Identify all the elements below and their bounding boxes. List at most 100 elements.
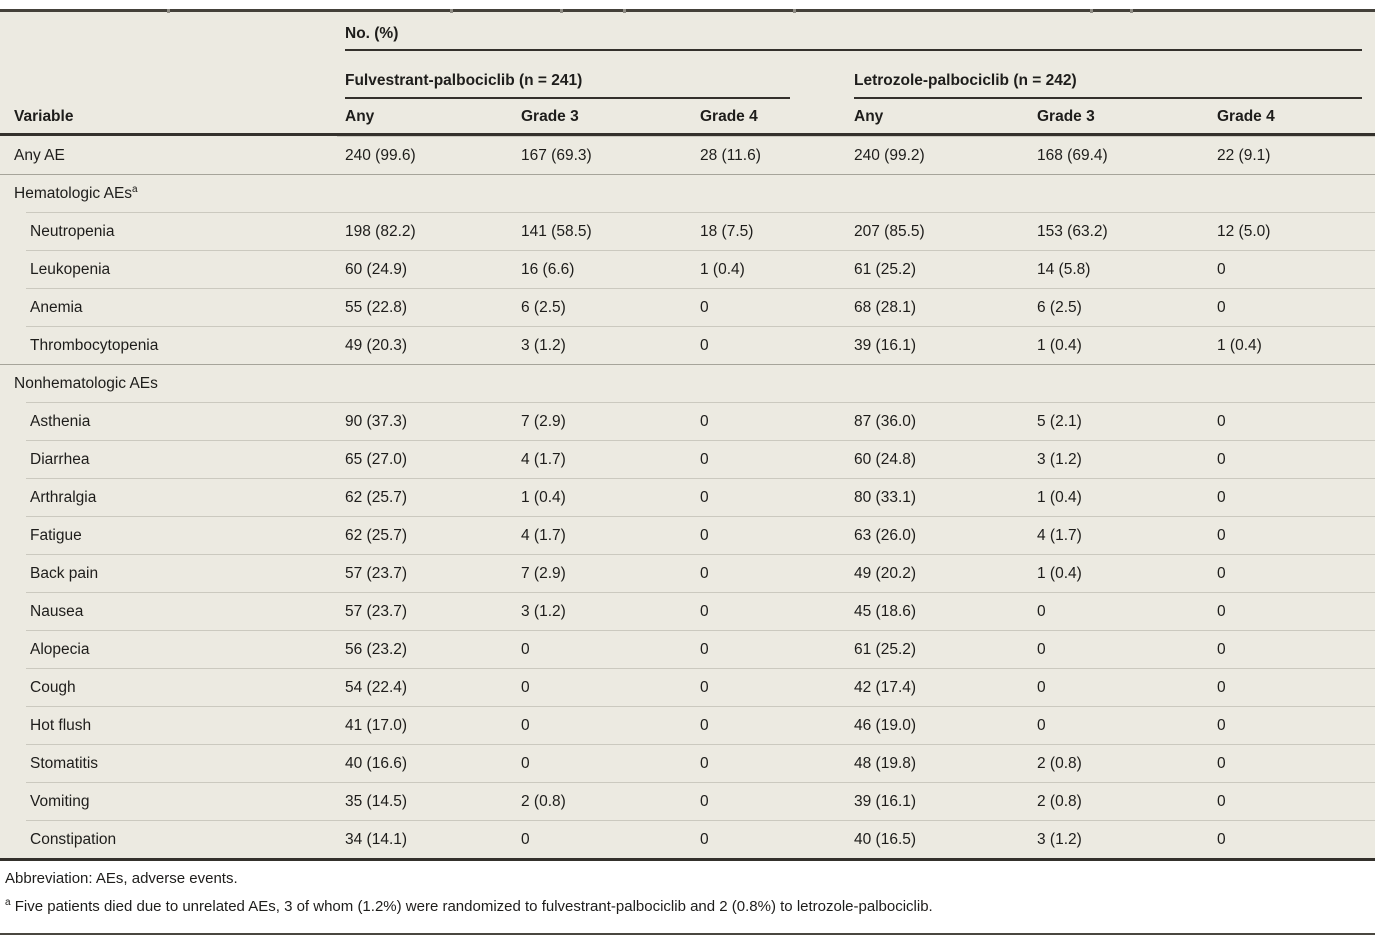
cell-value: 55 (22.8) (337, 288, 513, 326)
cell-value: 1 (0.4) (1029, 326, 1209, 364)
row-label: Leukopenia (0, 250, 337, 288)
table-row: Diarrhea 65 (27.0) 4 (1.7) 0 60 (24.8) 3 (1.2… (0, 440, 1375, 478)
cell-value: 35 (14.5) (337, 782, 513, 820)
stub-spacer (0, 51, 337, 99)
table-row: Any AE 240 (99.6) 167 (69.3) 28 (11.6) 240 (… (0, 136, 1375, 174)
cell-value: 0 (1209, 820, 1375, 858)
cell-value: 63 (26.0) (846, 516, 1029, 554)
cell-value: 0 (1209, 706, 1375, 744)
row-label: Stomatitis (0, 744, 337, 782)
cell-value: 1 (0.4) (692, 250, 846, 288)
cell-value: 0 (1209, 744, 1375, 782)
cell-value: 6 (2.5) (1029, 288, 1209, 326)
cell-value: 3 (1.2) (1029, 440, 1209, 478)
cropped-text-remnant (1090, 9, 1093, 13)
column-header-grade4-letrozole: Grade 4 (1209, 99, 1375, 136)
cell-value: 0 (1029, 630, 1209, 668)
cell-value: 0 (692, 706, 846, 744)
cell-value: 0 (692, 820, 846, 858)
cell-value: 2 (0.8) (1029, 744, 1209, 782)
cell-value: 68 (28.1) (846, 288, 1029, 326)
table-row: Vomiting 35 (14.5) 2 (0.8) 0 39 (16.1) 2 (0.8… (0, 782, 1375, 820)
cell-value: 14 (5.8) (1029, 250, 1209, 288)
cell-value: 240 (99.6) (337, 136, 513, 174)
fulvestrant-group-header: Fulvestrant-palbociclib (n = 241) (337, 51, 846, 99)
table-row: Cough 54 (22.4) 0 0 42 (17.4) 0 0 (0, 668, 1375, 706)
row-label: Thrombocytopenia (0, 326, 337, 364)
cropped-text-remnant (1130, 9, 1133, 13)
cell-value: 4 (1.7) (513, 440, 692, 478)
cropped-text-remnant (450, 9, 453, 13)
cell-value: 0 (513, 820, 692, 858)
section-row: Nonhematologic AEs (0, 364, 1375, 402)
cell-value: 0 (692, 402, 846, 440)
row-label: Back pain (0, 554, 337, 592)
row-label: Alopecia (0, 630, 337, 668)
table-header: No. (%) Fulvestrant-palbociclib (n = 241… (0, 12, 1375, 136)
cell-value: 0 (692, 516, 846, 554)
no-pct-label: No. (%) (345, 12, 1363, 51)
cell-value: 2 (0.8) (1029, 782, 1209, 820)
cell-value: 0 (692, 668, 846, 706)
column-header-grade3-fulvestrant: Grade 3 (513, 99, 692, 136)
cell-value: 207 (85.5) (846, 212, 1029, 250)
footnote-marker: a (5, 897, 11, 908)
table-row: Alopecia 56 (23.2) 0 0 61 (25.2) 0 0 (0, 630, 1375, 668)
cell-value: 0 (692, 782, 846, 820)
cell-value: 0 (1209, 440, 1375, 478)
row-label: Diarrhea (0, 440, 337, 478)
column-header-grade4-fulvestrant: Grade 4 (692, 99, 846, 136)
table-row: Back pain 57 (23.7) 7 (2.9) 0 49 (20.2) 1 (0.… (0, 554, 1375, 592)
cell-value: 65 (27.0) (337, 440, 513, 478)
table-row: Stomatitis 40 (16.6) 0 0 48 (19.8) 2 (0.8) 0 (0, 744, 1375, 782)
cell-value: 0 (1209, 782, 1375, 820)
fulvestrant-group-label: Fulvestrant-palbociclib (n = 241) (345, 51, 790, 99)
cell-value: 34 (14.1) (337, 820, 513, 858)
row-label: Constipation (0, 820, 337, 858)
cell-value: 62 (25.7) (337, 478, 513, 516)
no-pct-spanner: No. (%) (337, 12, 1375, 51)
cell-value: 4 (1.7) (513, 516, 692, 554)
cell-value: 62 (25.7) (337, 516, 513, 554)
cell-value: 40 (16.6) (337, 744, 513, 782)
table-row: Anemia 55 (22.8) 6 (2.5) 0 68 (28.1) 6 (2.5) 0 (0, 288, 1375, 326)
footnote-a: a Five patients died due to unrelated AE… (0, 897, 1375, 917)
cell-value: 0 (1209, 250, 1375, 288)
table-body: Any AE 240 (99.6) 167 (69.3) 28 (11.6) 240 (… (0, 136, 1375, 858)
cell-value: 0 (692, 630, 846, 668)
cell-value: 0 (1209, 402, 1375, 440)
row-label: Any AE (14, 146, 65, 164)
cell-value: 5 (2.1) (1029, 402, 1209, 440)
cell-value: 39 (16.1) (846, 326, 1029, 364)
cell-value: 0 (692, 478, 846, 516)
cell-value: 3 (1.2) (513, 326, 692, 364)
cell-value: 49 (20.2) (846, 554, 1029, 592)
row-label: Fatigue (0, 516, 337, 554)
cell-value: 6 (2.5) (513, 288, 692, 326)
cropped-text-remnant (560, 9, 563, 13)
section-label-text: Hematologic AEs (14, 185, 133, 202)
cell-value: 0 (513, 744, 692, 782)
table-row: Neutropenia 198 (82.2) 141 (58.5) 18 (7.5) 2… (0, 212, 1375, 250)
cell-value: 0 (692, 440, 846, 478)
table-row: Nausea 57 (23.7) 3 (1.2) 0 45 (18.6) 0 0 (0, 592, 1375, 630)
cell-value: 168 (69.4) (1029, 136, 1209, 174)
cell-value: 0 (1209, 288, 1375, 326)
cell-value: 1 (0.4) (513, 478, 692, 516)
column-header-variable: Variable (0, 99, 337, 136)
row-label: Nausea (0, 592, 337, 630)
cell-value: 240 (99.2) (846, 136, 1029, 174)
cell-value: 0 (1209, 554, 1375, 592)
cell-value: 12 (5.0) (1209, 212, 1375, 250)
cell-value: 0 (1029, 592, 1209, 630)
letrozole-group-header: Letrozole-palbociclib (n = 242) (846, 51, 1375, 99)
row-label: Anemia (0, 288, 337, 326)
row-label: Cough (0, 668, 337, 706)
table-row: Constipation 34 (14.1) 0 0 40 (16.5) 3 (1.2) 0 (0, 820, 1375, 858)
column-header-any-fulvestrant: Any (337, 99, 513, 136)
cell-value: 41 (17.0) (337, 706, 513, 744)
cell-value: 48 (19.8) (846, 744, 1029, 782)
cell-value: 0 (692, 326, 846, 364)
cell-value: 56 (23.2) (337, 630, 513, 668)
cell-value: 46 (19.0) (846, 706, 1029, 744)
